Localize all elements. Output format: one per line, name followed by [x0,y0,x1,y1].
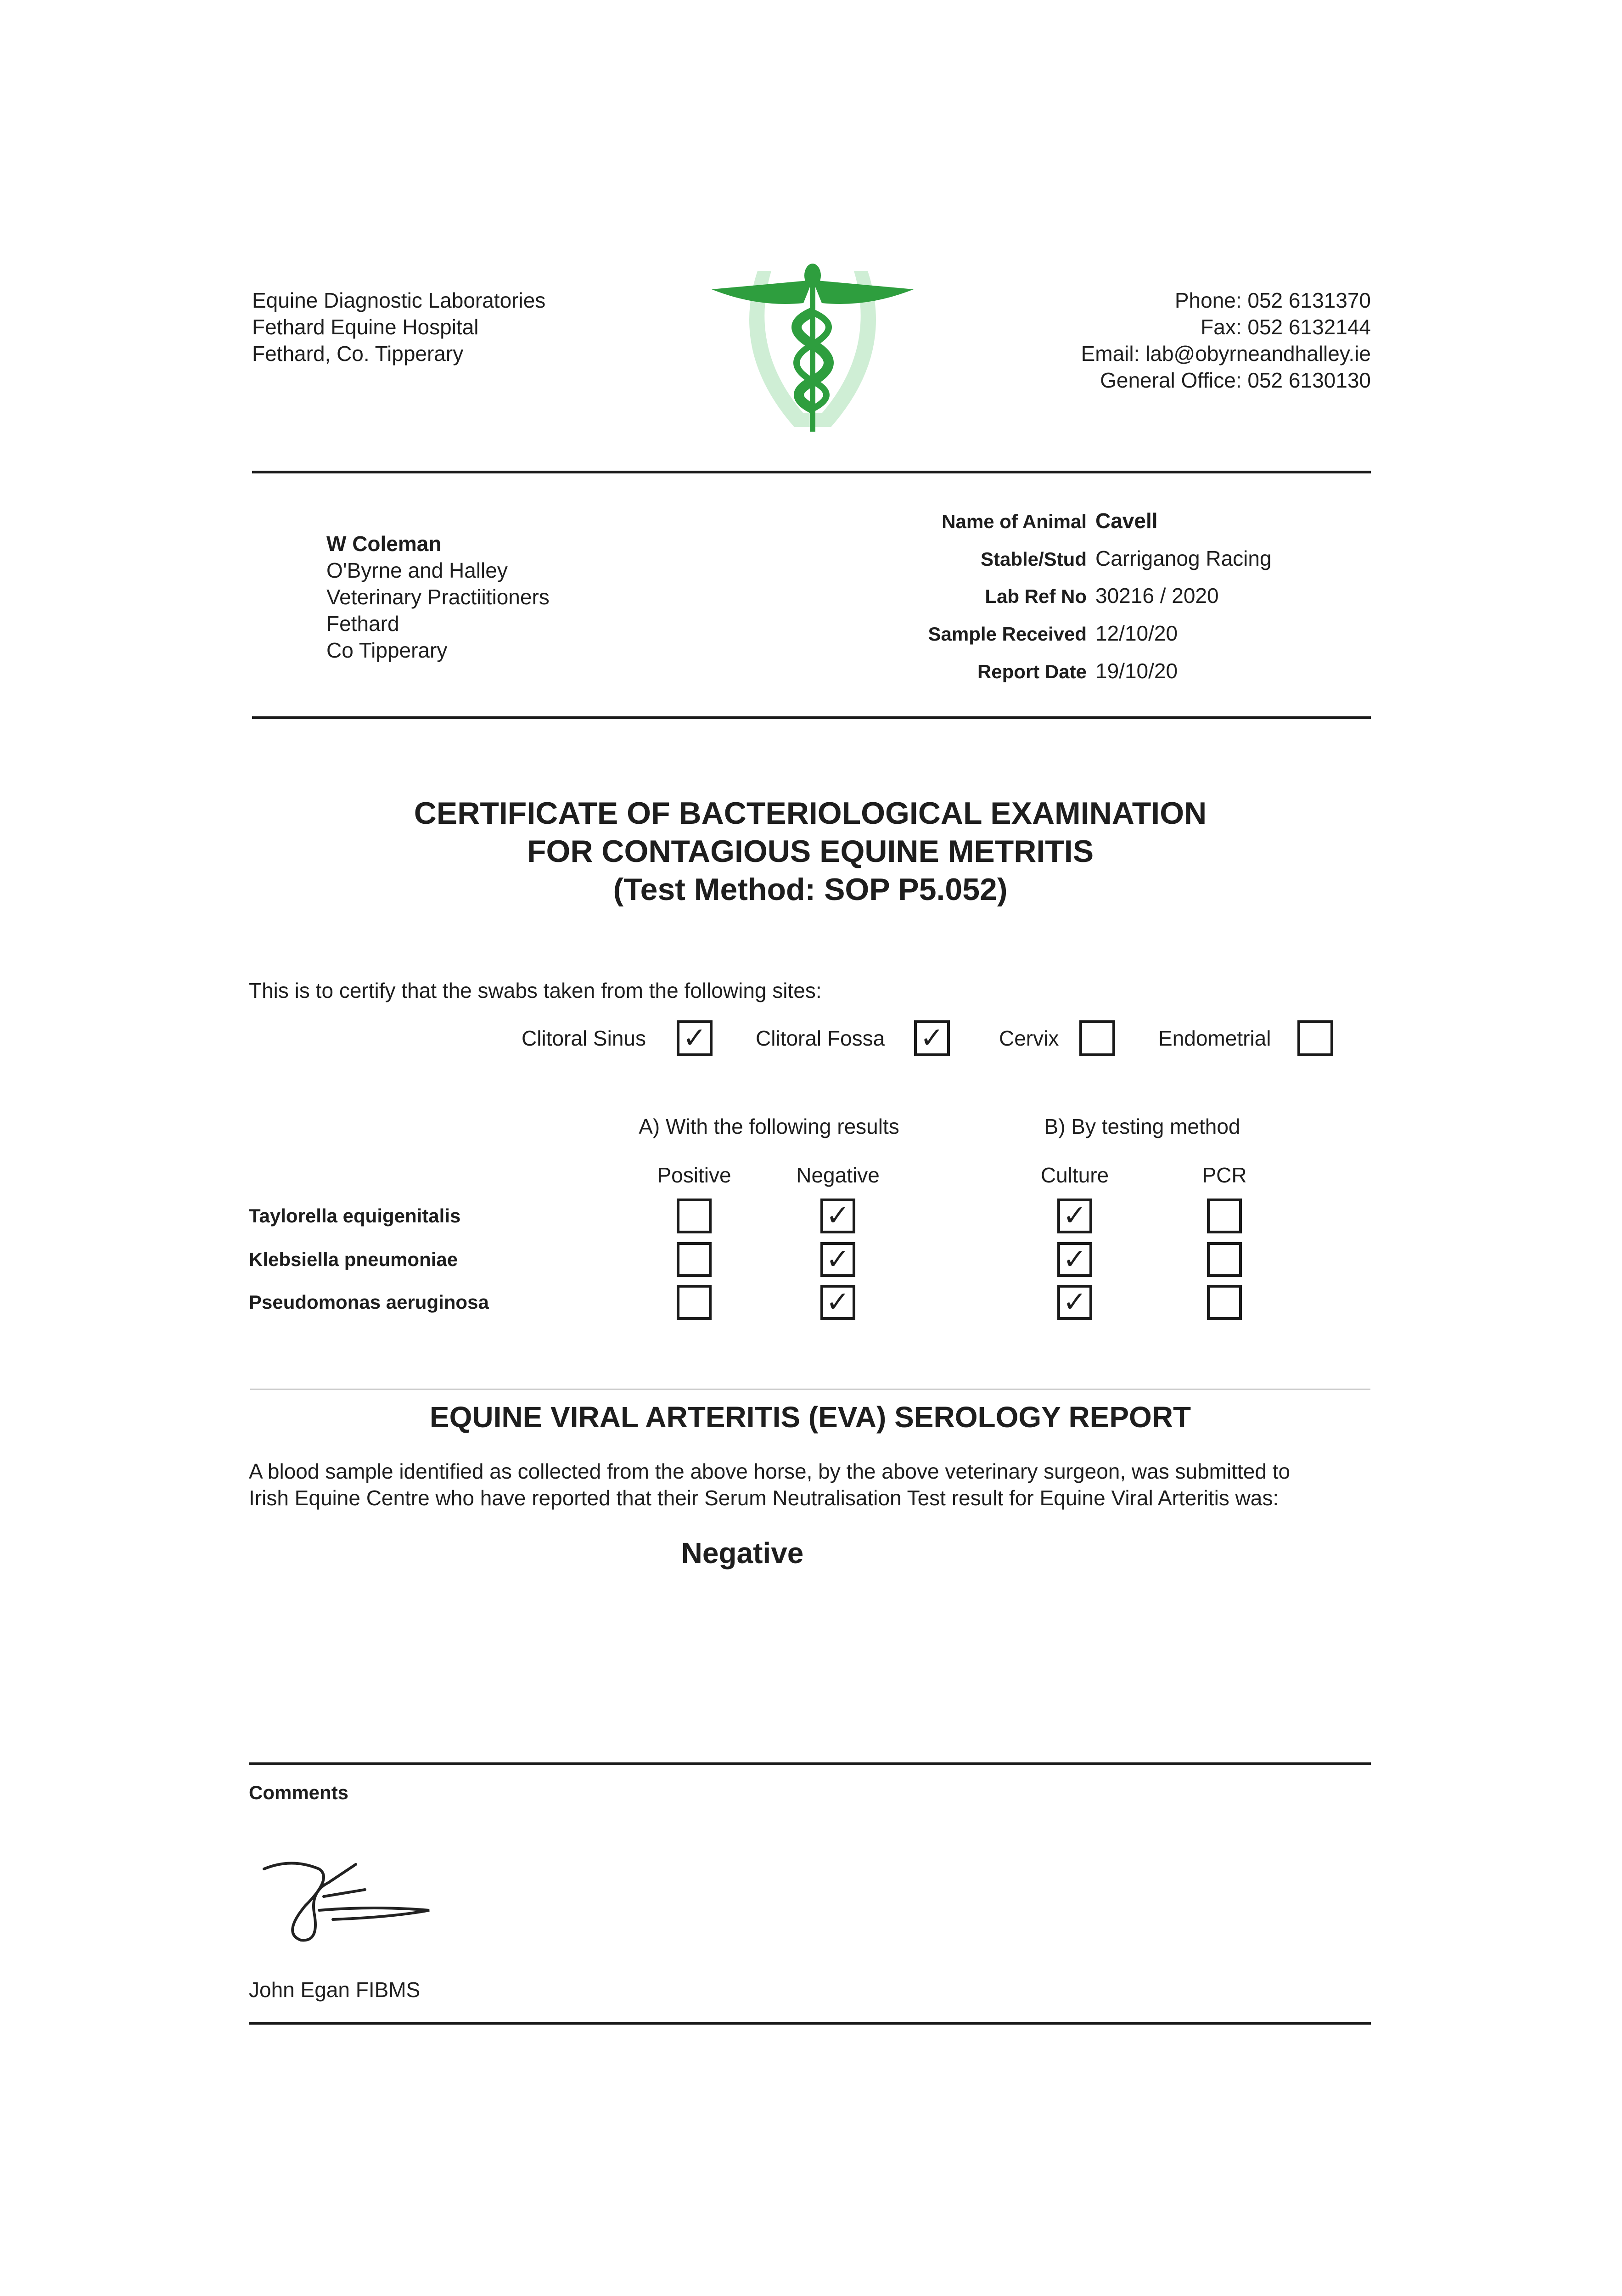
column-header-negative: Negative [796,1163,880,1187]
result-checkbox-negative[interactable]: ✓ [820,1242,855,1277]
field-value-received: 12/10/20 [1095,621,1178,645]
site-label: Clitoral Sinus [522,1026,646,1050]
divider [249,1762,1371,1765]
field-label-animal: Name of Animal [942,511,1087,532]
eva-result: Negative [681,1536,804,1570]
field-value-stable: Carriganog Racing [1095,546,1272,570]
title-line: FOR CONTAGIOUS EQUINE METRITIS [527,834,1094,869]
address-line: Fethard Equine Hospital [252,315,479,339]
result-checkbox-negative[interactable]: ✓ [820,1285,855,1320]
certify-text: This is to certify that the swabs taken … [249,979,822,1002]
field-label-report-date: Report Date [977,661,1087,682]
results-group-header: A) With the following results [639,1114,899,1138]
column-header-positive: Positive [657,1163,731,1187]
result-checkbox-pcr[interactable] [1207,1199,1242,1233]
site-label: Cervix [999,1026,1059,1050]
organism-label: Pseudomonas aeruginosa [249,1291,489,1313]
site-checkbox-clitoral-sinus[interactable]: ✓ [677,1020,713,1056]
field-label-labref: Lab Ref No [985,585,1087,607]
site-label: Endometrial [1158,1026,1271,1050]
field-value-labref: 30216 / 2020 [1095,584,1219,608]
field-label-received: Sample Received [928,623,1087,645]
fax: Fax: 052 6132144 [1201,315,1371,339]
recipient: W Coleman O'Byrne and Halley Veterinary … [326,530,550,664]
result-checkbox-culture[interactable]: ✓ [1057,1199,1092,1233]
lab-address: Equine Diagnostic Laboratories Fethard E… [252,287,545,367]
title-line: CERTIFICATE OF BACTERIOLOGICAL EXAMINATI… [414,796,1207,831]
method-group-header: B) By testing method [1044,1114,1240,1138]
contact-info: Phone: 052 6131370 Fax: 052 6132144 Emai… [1081,287,1371,394]
column-header-culture: Culture [1040,1163,1109,1187]
organism-label: Taylorella equigenitalis [249,1205,461,1227]
result-checkbox-positive[interactable] [677,1285,712,1320]
address-line: Equine Diagnostic Laboratories [252,288,546,312]
field-label-stable: Stable/Stud [980,548,1087,570]
title-line: (Test Method: SOP P5.052) [613,872,1008,907]
field-value-report-date: 19/10/20 [1095,659,1178,683]
result-checkbox-culture[interactable]: ✓ [1057,1242,1092,1277]
divider [250,1389,1370,1390]
result-checkbox-negative[interactable]: ✓ [820,1199,855,1233]
column-header-pcr: PCR [1202,1163,1247,1187]
field-value-animal: Cavell [1095,509,1158,533]
recipient-line: Veterinary Practiitioners [326,585,550,609]
recipient-line: Co Tipperary [326,638,448,662]
recipient-line: Fethard [326,612,399,636]
site-label: Clitoral Fossa [756,1026,885,1050]
signatory-name: John Egan FIBMS [249,1978,421,2002]
address-line: Fethard, Co. Tipperary [252,342,464,366]
comments-label: Comments [249,1782,349,1803]
recipient-name: W Coleman [326,532,442,556]
result-checkbox-pcr[interactable] [1207,1242,1242,1277]
result-checkbox-pcr[interactable] [1207,1285,1242,1320]
result-checkbox-positive[interactable] [677,1199,712,1233]
divider [249,2022,1371,2025]
site-checkbox-clitoral-fossa[interactable]: ✓ [914,1020,950,1056]
site-checkbox-cervix[interactable] [1079,1020,1115,1056]
result-checkbox-culture[interactable]: ✓ [1057,1285,1092,1320]
certificate-title: CERTIFICATE OF BACTERIOLOGICAL EXAMINATI… [414,794,1207,909]
phone: Phone: 052 6131370 [1174,288,1371,312]
paragraph-line: Irish Equine Centre who have reported th… [249,1486,1279,1510]
email: Email: lab@obyrneandhalley.ie [1081,342,1371,366]
signature [263,1862,430,1942]
paragraph-line: A blood sample identified as collected f… [249,1459,1291,1483]
caduceus-horseshoe-logo [712,264,914,432]
recipient-line: O'Byrne and Halley [326,558,508,582]
result-checkbox-positive[interactable] [677,1242,712,1277]
divider [252,716,1371,719]
site-checkbox-endometrial[interactable] [1297,1020,1333,1056]
organism-label: Klebsiella pneumoniae [249,1249,458,1270]
eva-title: EQUINE VIRAL ARTERITIS (EVA) SEROLOGY RE… [429,1401,1191,1434]
general-office: General Office: 052 6130130 [1100,368,1371,392]
divider [252,471,1371,473]
eva-paragraph: A blood sample identified as collected f… [249,1458,1290,1511]
